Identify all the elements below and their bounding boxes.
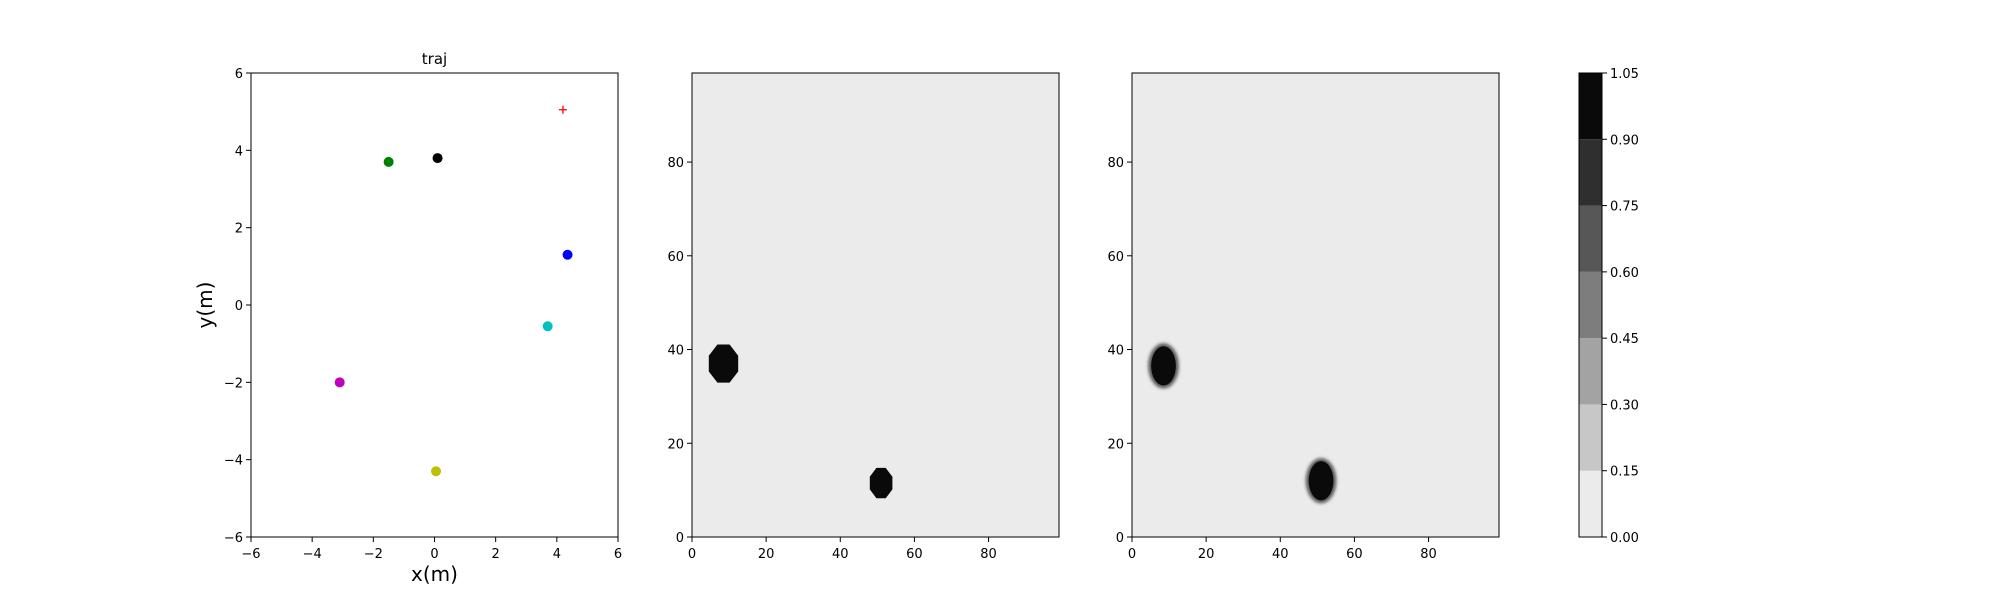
map-1-y-tick-label: 40 [667, 344, 684, 359]
map-2-background [1132, 73, 1499, 537]
map-2-x-tick-label: 20 [1198, 547, 1215, 562]
map-1-y-tick-label: 20 [667, 437, 684, 452]
colorbar: 0.00 0.15 0.30 0.45 0.60 0.75 0.90 1.05 [1578, 67, 1639, 546]
colorbar-band [1579, 271, 1602, 339]
obstacle-blob [1148, 343, 1179, 389]
map-2-y-tick-label: 80 [1107, 156, 1124, 171]
traj-x-tick-label: 6 [614, 547, 622, 562]
traj-y-tick-label: 4 [235, 144, 243, 159]
map-2-y-tick-label: 60 [1107, 250, 1124, 265]
traj-title: traj [422, 50, 447, 68]
colorbar-tick-label: 0.45 [1610, 332, 1639, 347]
map-1-y-tick-label: 0 [676, 531, 684, 546]
colorbar-band [1579, 205, 1602, 272]
map-2-y-tick-label: 20 [1107, 437, 1124, 452]
colorbar-band [1579, 470, 1602, 537]
obstacle-blob [1305, 458, 1337, 504]
goal-plus-marker [558, 105, 567, 114]
colorbar-tick-label: 0.30 [1610, 398, 1639, 413]
map-1-y-tick-label: 60 [667, 250, 684, 265]
colorbar-tick-label: 1.05 [1610, 67, 1639, 82]
colorbar-tick-label: 0.15 [1610, 465, 1639, 480]
obstacle-blob [869, 467, 893, 499]
map-2-y-ticks: 0 20 40 60 80 [1107, 156, 1132, 546]
colorbar-band [1579, 139, 1602, 206]
map-1-y-ticks: 0 20 40 60 80 [667, 156, 692, 546]
map-1-x-ticks: 0 20 40 60 80 [688, 537, 997, 562]
map-2-x-tick-label: 0 [1128, 547, 1136, 562]
traj-y-tick-label: −6 [224, 531, 243, 546]
map-1-x-tick-label: 40 [832, 547, 849, 562]
map-panel-1: 0 20 40 60 80 0 20 40 60 80 [667, 72, 1060, 562]
traj-panel: −6 −4 −2 0 2 4 6 −6 −4 −2 0 2 4 6 traj x(m) y(m) [193, 50, 622, 586]
colorbar-tick-label: 0.00 [1610, 531, 1639, 546]
map-2-x-tick-label: 40 [1272, 547, 1289, 562]
agent-point [542, 321, 553, 332]
traj-y-tick-label: 0 [235, 299, 243, 314]
traj-x-tick-label: −4 [303, 547, 322, 562]
map-1-x-tick-label: 0 [688, 547, 696, 562]
map-1-y-tick-label: 80 [667, 156, 684, 171]
traj-y-tick-label: 2 [235, 222, 243, 237]
traj-x-ticks: −6 −4 −2 0 2 4 6 [241, 537, 622, 562]
traj-y-tick-label: −2 [224, 376, 243, 391]
traj-plot-area [251, 73, 618, 537]
traj-y-tick-label: −4 [224, 454, 243, 469]
obstacle-blob [708, 344, 739, 383]
map-2-x-tick-label: 60 [1346, 547, 1363, 562]
map-1-x-tick-label: 80 [980, 547, 997, 562]
colorbar-band [1579, 73, 1602, 140]
map-2-blobs [1148, 343, 1337, 504]
agent-point [562, 249, 573, 260]
traj-xlabel: x(m) [411, 562, 458, 586]
map-2-y-tick-label: 40 [1107, 344, 1124, 359]
map-panel-2: 0 20 40 60 80 0 20 40 60 80 [1107, 72, 1500, 562]
traj-x-tick-label: −2 [364, 547, 383, 562]
map-2-x-tick-label: 80 [1420, 547, 1437, 562]
map-1-x-tick-label: 60 [906, 547, 923, 562]
agent-point [432, 153, 443, 164]
map-2-frame [1131, 72, 1500, 538]
map-1-x-tick-label: 20 [758, 547, 775, 562]
colorbar-frame [1578, 72, 1603, 538]
agent-point [431, 466, 442, 477]
map-1-background [692, 73, 1059, 537]
traj-x-tick-label: 0 [430, 547, 438, 562]
colorbar-band [1579, 404, 1602, 471]
agent-point [334, 377, 345, 388]
colorbar-bands [1579, 73, 1602, 537]
colorbar-tick-label: 0.60 [1610, 266, 1639, 281]
agent-point [383, 156, 394, 167]
colorbar-band [1579, 338, 1602, 405]
map-1-frame [691, 72, 1060, 538]
traj-x-tick-label: 4 [553, 547, 561, 562]
colorbar-ticks: 0.00 0.15 0.30 0.45 0.60 0.75 0.90 1.05 [1602, 67, 1639, 546]
traj-points [334, 105, 573, 477]
map-1-blobs [708, 344, 893, 499]
traj-ylabel: y(m) [193, 282, 217, 329]
colorbar-tick-label: 0.75 [1610, 200, 1639, 215]
map-2-x-ticks: 0 20 40 60 80 [1128, 537, 1437, 562]
map-2-y-tick-label: 0 [1116, 531, 1124, 546]
colorbar-tick-label: 0.90 [1610, 133, 1639, 148]
traj-x-tick-label: 2 [492, 547, 500, 562]
traj-x-tick-label: −6 [241, 547, 260, 562]
traj-y-tick-label: 6 [235, 67, 243, 82]
traj-y-ticks: −6 −4 −2 0 2 4 6 [224, 67, 251, 546]
